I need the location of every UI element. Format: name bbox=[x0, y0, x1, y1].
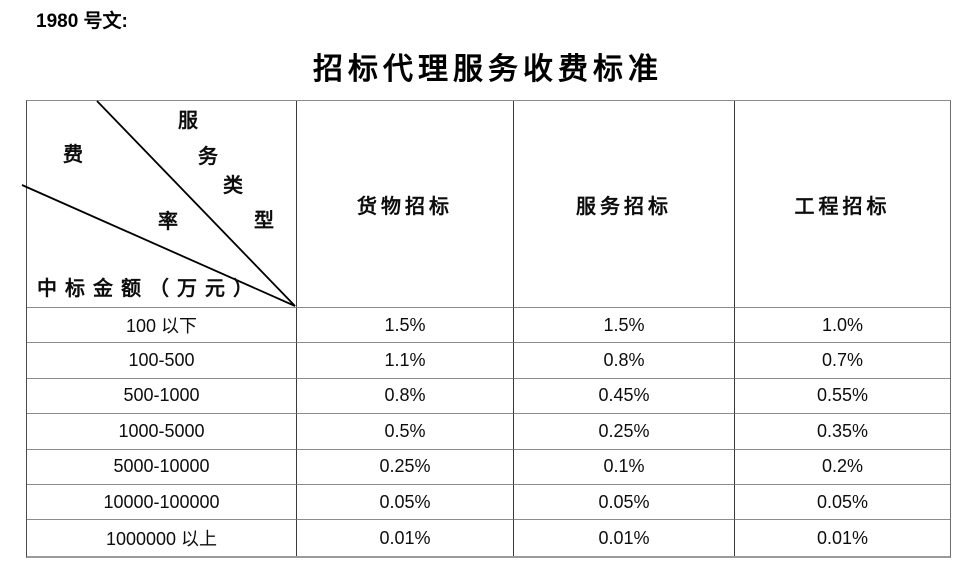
diagonal-line-1 bbox=[96, 100, 296, 307]
rate-cell: 0.05% bbox=[735, 485, 950, 521]
rate-cell: 0.7% bbox=[735, 343, 950, 379]
doc-reference: 1980 号文: bbox=[36, 11, 128, 32]
column-header-goods: 货物招标 bbox=[297, 101, 514, 308]
rate-cell: 1.5% bbox=[514, 308, 735, 344]
amount-range-cell: 100 以下 bbox=[27, 308, 297, 344]
amount-range-cell: 100-500 bbox=[27, 343, 297, 379]
rate-cell: 0.01% bbox=[514, 520, 735, 556]
rate-cell: 0.5% bbox=[297, 414, 514, 450]
amount-range-cell: 10000-100000 bbox=[27, 484, 297, 521]
rate-cell: 0.25% bbox=[514, 414, 735, 450]
rate-cell: 0.35% bbox=[735, 414, 950, 450]
rate-cell: 0.05% bbox=[514, 484, 735, 521]
table-corner-cell: 费 率 服 务 类 型 中标金额（万元） bbox=[21, 100, 297, 308]
rate-cell: 1.1% bbox=[297, 343, 514, 379]
rate-cell: 0.45% bbox=[514, 378, 735, 415]
amount-range-cell: 1000000 以上 bbox=[27, 520, 297, 556]
rate-cell: 0.8% bbox=[514, 343, 735, 379]
rate-cell: 0.2% bbox=[735, 450, 950, 485]
rate-cell: 0.01% bbox=[297, 520, 514, 556]
amount-range-cell: 500-1000 bbox=[27, 378, 297, 415]
column-header-works: 工程招标 bbox=[735, 101, 950, 308]
rate-cell: 0.55% bbox=[735, 379, 950, 415]
page-title: 招标代理服务收费标准 bbox=[313, 53, 663, 86]
corner-label-rate: 率 bbox=[158, 211, 178, 233]
corner-label-service-char-4: 型 bbox=[254, 210, 274, 232]
corner-label-fee: 费 bbox=[63, 144, 83, 166]
amount-range-cell: 1000-5000 bbox=[27, 414, 297, 450]
diagonal-divider-lines bbox=[21, 100, 296, 307]
amount-range-cell: 5000-10000 bbox=[27, 449, 297, 485]
corner-label-service-char-3: 类 bbox=[223, 175, 243, 197]
diagonal-line-2 bbox=[21, 184, 296, 307]
column-header-services: 服务招标 bbox=[514, 101, 735, 308]
rate-cell: 0.05% bbox=[297, 484, 514, 521]
rate-cell: 0.8% bbox=[297, 378, 514, 415]
corner-label-service-char-1: 服 bbox=[178, 110, 198, 132]
rate-cell: 1.5% bbox=[297, 308, 514, 344]
corner-label-amount: 中标金额（万元） bbox=[37, 278, 261, 300]
fee-table: 费 率 服 务 类 型 中标金额（万元） 货物招标 服务招标 工程招标 100 … bbox=[21, 100, 951, 558]
rate-cell: 0.25% bbox=[297, 449, 514, 485]
rate-cell: 0.01% bbox=[816, 527, 869, 548]
rate-cell: 0.1% bbox=[514, 449, 735, 485]
corner-label-service-char-2: 务 bbox=[198, 146, 218, 168]
rate-cell: 1.0% bbox=[735, 308, 950, 344]
